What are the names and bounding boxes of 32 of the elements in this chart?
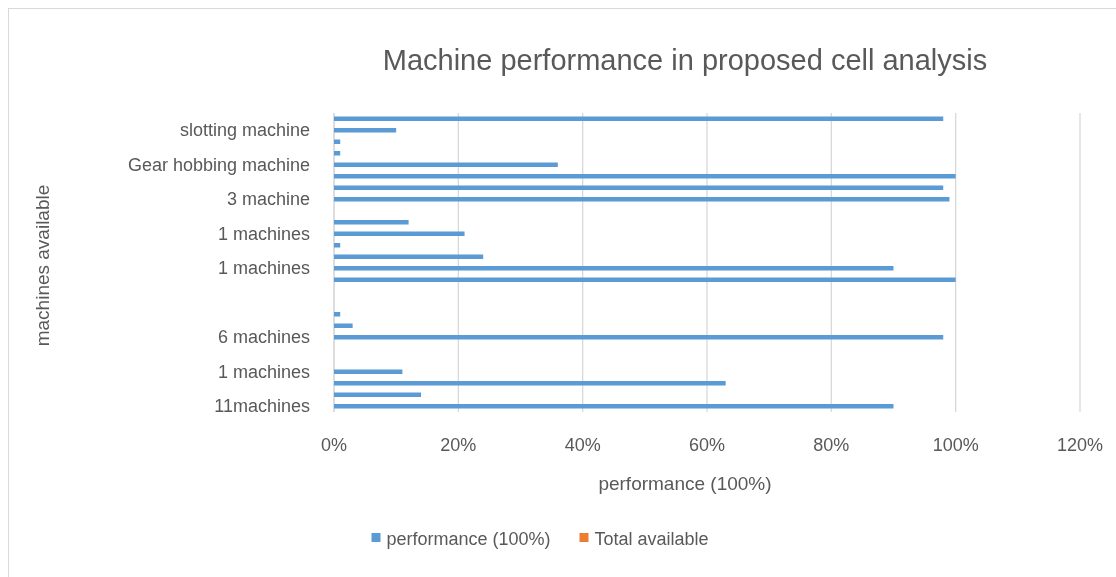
chart-title: Machine performance in proposed cell analysis xyxy=(382,44,988,76)
x-tick-label: 100% xyxy=(932,435,979,455)
y-tick-label: 1 machines xyxy=(217,361,310,382)
y-axis-title: machines available xyxy=(32,184,53,347)
bar xyxy=(334,335,944,340)
x-tick-label: 60% xyxy=(688,435,726,455)
bar xyxy=(334,381,726,386)
bar xyxy=(334,243,341,248)
bar xyxy=(334,312,341,317)
x-axis-title: performance (100%) xyxy=(598,473,772,494)
x-tick-label: 80% xyxy=(813,435,850,455)
legend-label: Total available xyxy=(594,529,709,549)
bar xyxy=(334,174,956,179)
bar xyxy=(334,128,397,133)
bar xyxy=(334,266,894,271)
x-tick-label: 40% xyxy=(564,435,601,455)
y-tick-label: slotting machine xyxy=(179,120,310,141)
legend-label: performance (100%) xyxy=(386,529,551,549)
bar xyxy=(334,151,341,156)
x-tick-label: 120% xyxy=(1056,435,1104,455)
y-tick-label: 11machines xyxy=(214,396,310,417)
x-tick-label: 0% xyxy=(320,435,348,455)
x-tick-label: 20% xyxy=(440,435,477,455)
bar xyxy=(334,220,409,225)
bar xyxy=(334,404,894,409)
bar xyxy=(334,323,353,328)
bar xyxy=(334,197,950,202)
y-tick-label: Gear hobbing machine xyxy=(127,154,310,175)
y-tick-label: 1 machines xyxy=(217,223,310,244)
y-tick-label: 1 machines xyxy=(217,258,310,279)
y-tick-label: 3 machine xyxy=(226,189,310,210)
y-tick-label: 6 machines xyxy=(217,327,310,348)
